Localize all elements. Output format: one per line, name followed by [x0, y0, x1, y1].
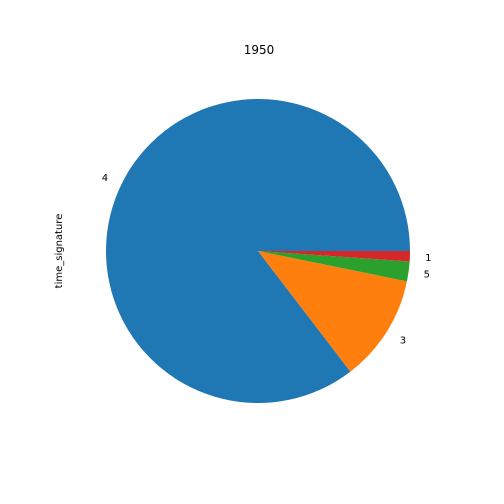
y-axis-label: time_signature — [54, 214, 65, 289]
pie-slices — [106, 99, 410, 403]
chart-title: 1950 — [244, 43, 275, 57]
pie-label-5: 5 — [424, 270, 430, 281]
pie-label-1: 1 — [425, 253, 431, 264]
pie-label-4: 4 — [102, 173, 108, 184]
pie-label-3: 3 — [400, 336, 406, 347]
